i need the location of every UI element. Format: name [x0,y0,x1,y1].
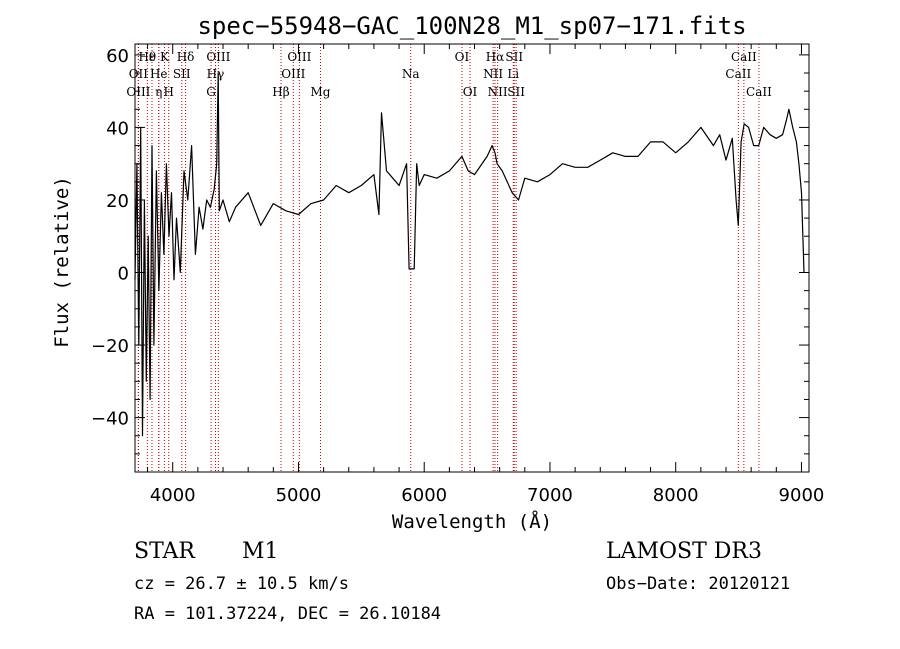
spectral-line-label: η [155,85,162,99]
x-tick-label: 4000 [150,485,196,506]
sky-coordinates: RA = 101.37224, DEC = 26.10184 [134,604,442,624]
spectral-line-label: H [163,85,173,99]
spectral-line-label: K [160,50,170,64]
spectral-line-label: NII [488,85,508,99]
spectrum-line [134,72,805,437]
x-tick-label: 7000 [527,485,573,506]
plot-frame [134,43,810,473]
spectral-line-label: OIII [206,50,230,64]
y-tick-label: −40 [91,409,129,430]
x-tick-label: 9000 [779,485,825,506]
spectral-line-label: OI [455,50,470,64]
spectral-line-label: ε [149,50,155,64]
y-tick-label: 60 [106,46,129,67]
redshift-value: cz = 26.7 ± 10.5 km/s [134,574,349,594]
spectral-line-label: Li [507,67,519,81]
object-class: STAR [134,539,195,564]
spectral-line-label: Hδ [177,50,195,64]
spectral-line-label: He [150,67,168,81]
spectral-line-label: OIII [281,67,305,81]
spectral-line-label: CaII [746,85,772,99]
y-tick-label: 20 [106,191,129,212]
axis-ticks: 4000 5000 6000 7000 8000 9000 −40 −20 0 20 40 60 [91,44,824,506]
y-tick-label: −20 [91,336,129,357]
x-tick-label: 6000 [401,485,447,506]
x-tick-label: 8000 [653,485,699,506]
spectral-line-label: OII [129,67,149,81]
observation-date: Obs−Date: 20120121 [606,574,791,594]
spectral-line-label: SII [505,50,523,64]
spectral-line-label: OIII [126,85,150,99]
x-tick-label: 5000 [276,485,322,506]
y-tick-label: 40 [106,118,129,139]
spectral-line-markers [137,44,760,472]
spectral-line-label: Hα [486,50,505,64]
y-axis-label: Flux (relative) [51,176,73,348]
object-subclass: M1 [242,539,279,564]
x-axis-label: Wavelength (Å) [392,510,552,533]
spectral-line-label: OI [463,85,478,99]
spectral-line-label: G [206,85,216,99]
spectral-line-label: OIII [287,50,311,64]
chart-title: spec−55948−GAC_100N28_M1_sp07−171.fits [197,12,746,40]
plot-area [134,72,805,437]
spectral-line-label: Mg [310,85,330,99]
y-tick-label: 0 [118,264,129,285]
spectral-line-label: Hβ [272,85,289,99]
spectral-line-label: CaII [725,67,751,81]
spectral-line-label: CaII [731,50,757,64]
survey-name: LAMOST DR3 [606,539,762,564]
spectral-line-label: Hθ [138,50,156,64]
spectral-line-label: Na [402,67,420,81]
spectral-line-label: SII [507,85,525,99]
spectral-line-label: SII [173,67,191,81]
spectral-line-label: NII [483,67,503,81]
spectral-line-label: Hγ [207,67,225,81]
